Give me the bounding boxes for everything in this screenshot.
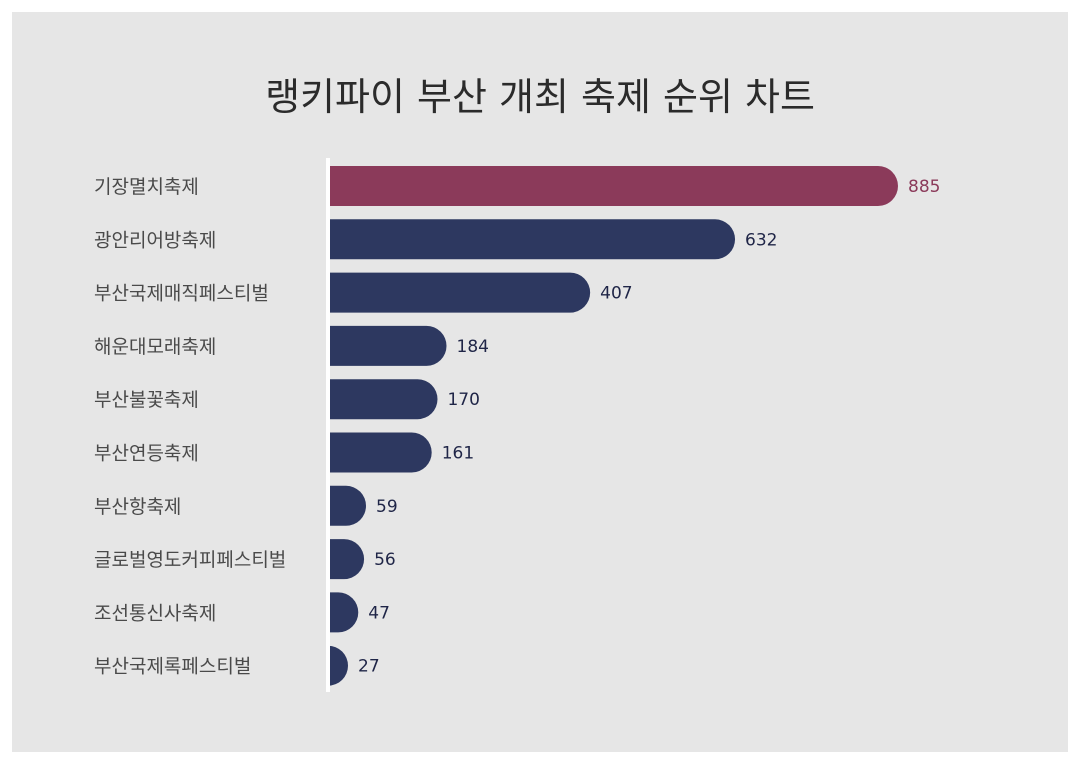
- category-label: 부산연등축제: [94, 443, 199, 465]
- value-label: 407: [600, 284, 632, 304]
- value-label: 161: [442, 444, 474, 464]
- value-label: 27: [358, 657, 380, 677]
- bar: [328, 592, 359, 633]
- value-label: 184: [457, 337, 489, 357]
- category-label: 부산항축제: [94, 496, 181, 518]
- value-label: 170: [447, 390, 479, 410]
- category-label: 해운대모래축제: [94, 336, 216, 358]
- category-label: 부산불꽃축제: [94, 389, 199, 411]
- category-label: 조선통신사축제: [94, 602, 216, 624]
- category-label: 부산국제록페스티벌: [94, 656, 251, 678]
- chart-background: [12, 12, 1068, 752]
- bar: [328, 645, 348, 686]
- category-label: 광안리어방축제: [94, 229, 216, 251]
- bar: [328, 432, 432, 473]
- bar: [328, 379, 438, 420]
- category-labels: 기장멸치축제광안리어방축제부산국제매직페스티벌해운대모래축제부산불꽃축제부산연등…: [94, 176, 286, 678]
- category-label: 기장멸치축제: [94, 176, 199, 198]
- bar: [328, 166, 898, 206]
- value-label: 885: [908, 177, 940, 197]
- bar: [328, 325, 447, 366]
- value-label: 56: [374, 550, 396, 570]
- bar: [328, 485, 367, 526]
- bar: [328, 219, 736, 260]
- value-label: 47: [368, 603, 390, 623]
- value-labels: 885 632 407 184 170 161 59 56 47 27: [358, 177, 940, 677]
- category-label: 글로벌영도커피페스티벌: [94, 549, 286, 571]
- chart-title: 랭키파이 부산 개최 축제 순위 차트: [265, 75, 815, 119]
- bars: [328, 166, 898, 686]
- bar: [328, 539, 365, 580]
- category-label: 부산국제매직페스티벌: [94, 283, 269, 305]
- value-label: 632: [745, 230, 777, 250]
- value-label: 59: [376, 497, 398, 517]
- bar: [328, 272, 591, 313]
